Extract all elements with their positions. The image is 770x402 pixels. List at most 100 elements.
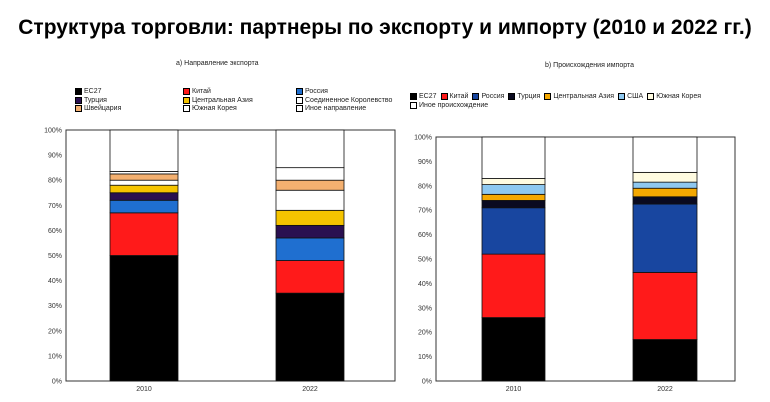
import-ytick-label: 50%: [418, 257, 432, 264]
import-legend-item: Китай: [440, 93, 469, 100]
import-legend-item: Центральная Азия: [544, 93, 614, 100]
import-bar-segment: [632, 181, 698, 189]
import-bar-segment: [632, 272, 698, 340]
import-legend-item: Турция: [508, 93, 540, 100]
import-legend-item: Иное происхождение: [410, 102, 488, 109]
import-ytick-label: 60%: [418, 232, 432, 239]
import-bar-segment: [481, 207, 546, 255]
export-bar-segment: [275, 209, 345, 226]
legend-swatch: [440, 93, 448, 100]
legend-label: Китай: [449, 93, 469, 100]
export-bar-segment: [275, 224, 345, 239]
export-ytick-label: 20%: [48, 328, 62, 335]
import-bar-segment: [632, 171, 698, 183]
export-legend-item: Иное направление: [296, 105, 366, 112]
legend-swatch: [410, 102, 417, 109]
export-plot-frame: [65, 129, 396, 382]
import-bar-segment: [632, 187, 698, 198]
import-ytick-label: 20%: [418, 330, 432, 337]
export-legend-item: Центральная Азия: [183, 96, 253, 104]
import-ytick-label: 90%: [418, 159, 432, 166]
legend-label: Россия: [305, 88, 328, 95]
export-bar-segment: [275, 292, 345, 382]
import-ytick-label: 10%: [418, 354, 432, 361]
export-legend-item: Россия: [296, 88, 328, 95]
export-bar-segment: [109, 179, 179, 186]
legend-swatch: [183, 105, 190, 112]
page-title: Структура торговли: партнеры по экспорту…: [18, 16, 752, 39]
export-bar-segment: [275, 189, 345, 211]
legend-label: Россия: [481, 93, 505, 100]
import-legend-item: Южная Корея: [647, 93, 701, 100]
export-ytick-label: 90%: [48, 153, 62, 160]
legend-swatch: [296, 105, 303, 112]
legend-label: ЕС27: [84, 88, 102, 95]
export-ytick-label: 100%: [44, 128, 62, 135]
export-bar-segment: [275, 179, 345, 191]
export-bar-segment: [109, 129, 179, 172]
legend-label: ЕС27: [419, 93, 437, 100]
export-ytick-label: 10%: [48, 353, 62, 360]
import-bar-segment: [481, 184, 546, 195]
import-xtick-label: 2022: [657, 386, 673, 393]
import-legend-item: США: [618, 93, 643, 100]
export-ytick-label: 60%: [48, 228, 62, 235]
export-ytick-label: 80%: [48, 178, 62, 185]
legend-swatch: [75, 96, 82, 104]
legend-swatch: [296, 88, 303, 95]
export-legend-item: Соединенное Королевство: [296, 96, 393, 104]
import-bar-segment: [632, 136, 698, 173]
import-ytick-label: 100%: [414, 135, 432, 142]
export-bar-segment: [109, 212, 179, 256]
export-ytick-label: 40%: [48, 278, 62, 285]
export-xtick-label: 2010: [136, 386, 152, 393]
legend-label: Южная Корея: [192, 105, 237, 112]
export-ytick-label: 70%: [48, 203, 62, 210]
legend-swatch: [75, 88, 82, 95]
import-ytick-label: 70%: [418, 208, 432, 215]
export-xtick-label: 2022: [302, 386, 318, 393]
import-legend-item: Россия: [472, 93, 504, 100]
legend-label: Соединенное Королевство: [305, 96, 393, 104]
export-bar-segment: [275, 167, 345, 181]
export-legend-item: Швейцария: [75, 105, 121, 112]
export-bar-segment: [109, 255, 179, 382]
export-chart-title: a) Направление экспорта: [176, 60, 259, 67]
import-plot-frame: [435, 136, 736, 382]
legend-swatch: [410, 93, 417, 100]
export-ytick-label: 30%: [48, 303, 62, 310]
legend-label: Южная Корея: [656, 93, 701, 100]
legend-swatch: [75, 105, 82, 112]
export-bar-segment: [109, 173, 179, 181]
import-bar-segment: [481, 200, 546, 209]
legend-swatch: [544, 93, 552, 100]
export-bar-segment: [275, 129, 345, 169]
export-bar-segment: [275, 237, 345, 261]
import-chart-title: b) Происхождения импорта: [545, 62, 634, 69]
legend-swatch: [618, 93, 626, 100]
export-legend-item: ЕС27: [75, 88, 102, 95]
legend-swatch: [472, 93, 480, 100]
legend-swatch: [296, 96, 303, 104]
import-ytick-label: 0%: [422, 379, 432, 386]
export-bar-segment: [275, 260, 345, 294]
import-bar-segment: [632, 203, 698, 273]
import-xtick-label: 2010: [506, 386, 522, 393]
legend-label: Иное направление: [305, 105, 367, 112]
import-bar-segment: [481, 317, 546, 382]
export-legend-item: Турция: [75, 96, 107, 104]
export-ytick-label: 50%: [48, 253, 62, 260]
import-bar-segment: [481, 136, 546, 179]
legend-swatch: [183, 96, 190, 104]
export-ytick-label: 0%: [52, 379, 62, 386]
export-bar-segment: [109, 184, 179, 194]
import-bar-segment: [481, 253, 546, 318]
import-ytick-label: 30%: [418, 305, 432, 312]
legend-label: Турция: [517, 93, 541, 100]
import-legend: ЕС27 Китай Россия Турция Центральная Азия США…: [410, 93, 768, 109]
export-bar-segment: [109, 199, 179, 214]
import-ytick-label: 80%: [418, 183, 432, 190]
legend-label: Швейцария: [84, 105, 122, 112]
export-legend-item: Китай: [183, 88, 211, 95]
